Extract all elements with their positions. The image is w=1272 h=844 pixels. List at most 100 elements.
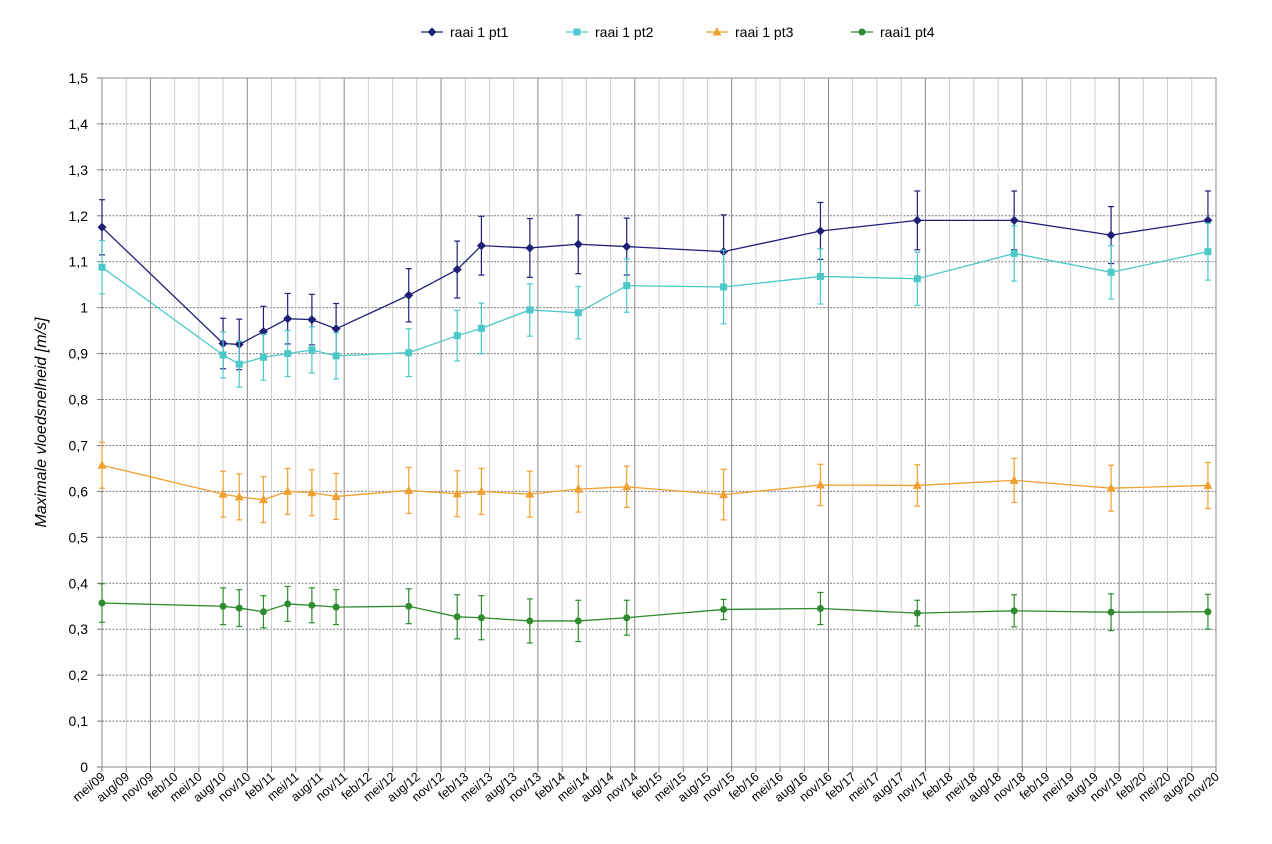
y-tick-label: 1: [80, 300, 88, 316]
legend-item: raai 1 pt1: [421, 24, 509, 40]
data-point: [307, 315, 317, 325]
legend: raai 1 pt1 raai 1 pt2 raai 1 pt3 raai1 pt4: [421, 24, 935, 40]
legend-swatch-marker: [858, 28, 866, 36]
data-point: [308, 346, 316, 354]
data-point: [234, 491, 244, 501]
data-point: [1106, 483, 1116, 492]
y-tick-label: 0,5: [69, 529, 89, 545]
data-point: [1204, 248, 1212, 256]
data-point: [258, 494, 268, 504]
data-point: [283, 314, 293, 324]
data-point: [816, 605, 824, 613]
data-point: [219, 351, 227, 359]
data-point: [1010, 249, 1018, 257]
y-axis-title: Maximale vloedsnelheid [m/s]: [33, 317, 50, 527]
data-point: [622, 242, 632, 252]
data-point: [283, 486, 293, 495]
data-point: [97, 222, 107, 232]
data-point: [525, 489, 535, 498]
y-axis-ticks: 0 0,1 0,2 0,3 0,4 0,5 0,6 0,7 0,8 0,9 1 1,1 1,2 1,3 1,…: [69, 70, 102, 775]
y-tick-label: 1,1: [69, 254, 89, 270]
y-tick-label: 1,5: [69, 70, 89, 86]
data-point: [815, 479, 825, 489]
data-point: [98, 263, 106, 271]
data-point: [913, 609, 921, 617]
data-point: [913, 275, 921, 283]
data-point: [235, 604, 243, 612]
data-point: [912, 215, 922, 225]
data-point: [218, 489, 228, 498]
data-point: [332, 352, 340, 360]
data-point: [574, 309, 582, 317]
y-tick-label: 0,7: [69, 437, 89, 453]
legend-swatch-marker: [573, 28, 581, 36]
y-tick-label: 0,1: [69, 713, 89, 729]
y-tick-label: 1,2: [69, 208, 89, 224]
data-point: [332, 603, 340, 611]
data-point: [526, 306, 534, 314]
data-point: [1107, 608, 1115, 616]
data-point: [623, 614, 631, 622]
y-tick-label: 1,3: [69, 162, 89, 178]
data-point: [1009, 475, 1019, 484]
data-point: [307, 487, 317, 497]
data-point: [1010, 607, 1018, 615]
series-4: [98, 583, 1212, 644]
data-point: [97, 460, 107, 469]
data-point: [405, 349, 413, 357]
legend-label: raai 1 pt1: [450, 24, 509, 40]
data-point: [98, 599, 106, 607]
series-2: [98, 222, 1212, 388]
data-point: [573, 239, 583, 249]
legend-label: raai 1 pt3: [735, 24, 794, 40]
data-point: [219, 602, 227, 610]
data-point: [912, 480, 922, 489]
data-point: [284, 600, 292, 608]
legend-item: raai1 pt4: [851, 24, 935, 40]
data-point: [525, 243, 535, 253]
data-point: [1203, 480, 1213, 489]
data-point: [477, 614, 485, 622]
data-point: [452, 265, 462, 275]
data-point: [1106, 230, 1116, 240]
y-tick-label: 0,8: [69, 392, 89, 408]
data-point: [1204, 608, 1212, 616]
data-point: [720, 605, 728, 613]
y-tick-label: 1,4: [69, 116, 89, 132]
data-point: [719, 489, 729, 499]
data-point: [477, 324, 485, 332]
y-tick-label: 0: [80, 759, 88, 775]
data-point: [404, 485, 414, 494]
data-point: [284, 350, 292, 358]
grid-layer: [101, 77, 1217, 768]
data-point: [1009, 215, 1019, 225]
data-point: [331, 491, 341, 500]
legend-item: raai 1 pt2: [566, 24, 654, 40]
data-point: [1107, 268, 1115, 276]
data-point: [622, 481, 632, 491]
data-point: [259, 608, 267, 616]
y-tick-label: 0,9: [69, 346, 89, 362]
data-point: [476, 486, 486, 495]
data-point: [331, 324, 341, 334]
data-point: [720, 283, 728, 291]
data-point: [405, 602, 413, 610]
legend-label: raai1 pt4: [880, 24, 935, 40]
data-point: [476, 241, 486, 251]
legend-swatch-marker: [427, 27, 437, 37]
data-point: [235, 360, 243, 368]
series-3: [97, 441, 1213, 524]
data-point: [526, 617, 534, 625]
data-point: [573, 484, 583, 493]
y-tick-label: 0,4: [69, 575, 89, 591]
y-tick-label: 0,2: [69, 667, 89, 683]
data-point: [453, 613, 461, 621]
data-point: [816, 272, 824, 280]
data-point: [259, 353, 267, 361]
legend-swatch-marker: [712, 27, 722, 36]
y-tick-label: 0,3: [69, 621, 89, 637]
series-layer: [97, 190, 1213, 644]
